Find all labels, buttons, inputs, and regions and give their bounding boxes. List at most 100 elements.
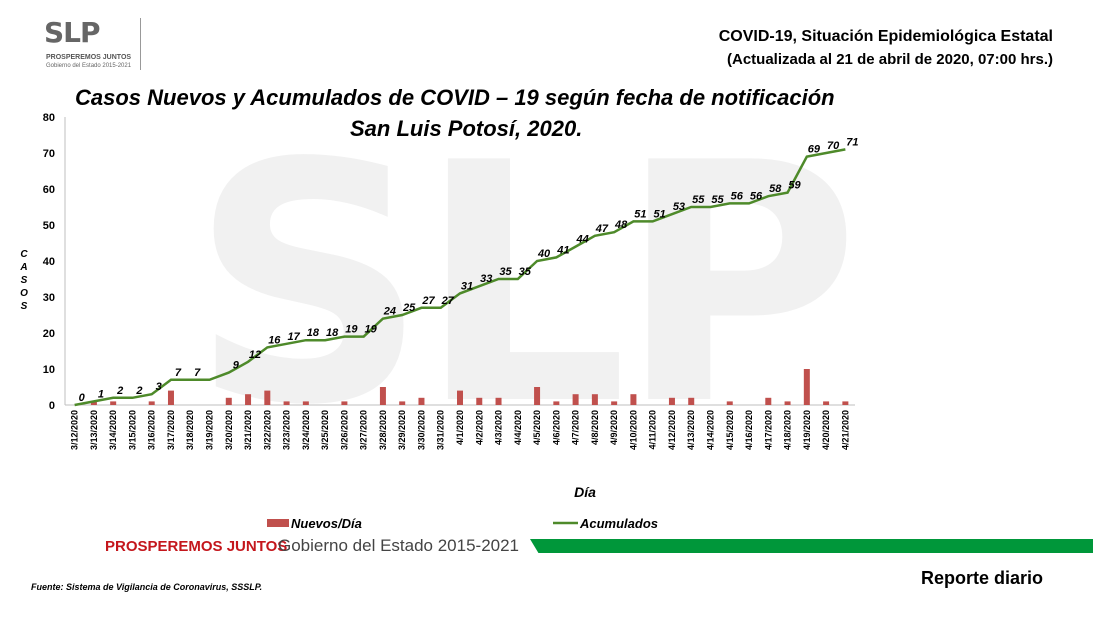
line-data-label: 33	[480, 273, 492, 285]
y-tick-label: 0	[49, 400, 55, 412]
bar-series	[90, 369, 849, 405]
line-data-label: 51	[654, 208, 666, 220]
chart-axes	[64, 117, 855, 406]
x-tick-label: 4/8/2020	[590, 410, 600, 445]
x-tick-label: 3/27/2020	[359, 410, 369, 450]
line-data-label: 59	[788, 180, 801, 192]
logo-subtitle: Gobierno del Estado 2015-2021	[46, 63, 132, 69]
bar-nuevos	[457, 390, 463, 405]
bar-nuevos	[784, 401, 791, 405]
footer-tagline: PROSPEREMOS JUNTOS	[105, 538, 288, 555]
x-tick-label: 4/15/2020	[725, 410, 735, 450]
y-tick-label: 40	[43, 256, 55, 268]
x-tick-label: 3/30/2020	[416, 410, 426, 450]
bar-nuevos	[283, 401, 290, 405]
chart-title-line1: Casos Nuevos y Acumulados de COVID – 19 …	[75, 85, 835, 110]
bar-nuevos	[148, 401, 155, 405]
y-tick-label: 70	[43, 148, 55, 160]
line-data-label: 71	[846, 136, 858, 148]
x-tick-label: 3/23/2020	[282, 410, 292, 450]
chart-title-line2: San Luis Potosí, 2020.	[350, 116, 583, 141]
footer-green-band	[530, 539, 1093, 553]
line-data-label: 9	[233, 360, 240, 372]
line-data-label: 35	[519, 266, 532, 278]
line-acumulados	[74, 148, 846, 407]
line-data-label: 12	[249, 349, 261, 361]
bar-nuevos	[668, 397, 675, 405]
line-data-label: 24	[383, 306, 396, 318]
bar-nuevos	[803, 369, 810, 405]
y-tick-label: 20	[43, 328, 55, 340]
line-data-label: 0	[79, 392, 86, 404]
x-tick-label: 4/18/2020	[783, 410, 793, 450]
line-data-label: 2	[116, 385, 123, 397]
bar-nuevos	[399, 401, 406, 405]
bar-nuevos	[572, 394, 579, 405]
x-tick-label: 4/19/2020	[802, 410, 812, 450]
line-data-label: 27	[441, 295, 455, 307]
line-data-label: 56	[750, 190, 763, 202]
x-tick-label: 4/5/2020	[532, 410, 542, 445]
x-tick-label: 3/15/2020	[127, 410, 137, 450]
x-tick-label: 3/28/2020	[378, 410, 388, 450]
line-series	[74, 148, 846, 407]
line-data-label: 19	[365, 324, 378, 336]
x-tick-label: 3/17/2020	[166, 410, 176, 450]
y-axis-label-letter: O	[20, 288, 28, 299]
x-tick-label: 3/29/2020	[397, 410, 407, 450]
line-data-label: 3	[156, 381, 162, 393]
watermark-slp: SLP	[190, 93, 860, 477]
bar-nuevos	[302, 401, 309, 405]
bar-nuevos	[379, 387, 386, 405]
legend-label-nuevos: Nuevos/Día	[291, 516, 362, 531]
source-note: Fuente: Sistema de Vigilancia de Coronav…	[31, 582, 263, 592]
x-tick-label: 4/2/2020	[474, 410, 484, 445]
line-data-label: 41	[556, 244, 569, 256]
x-tick-label: 3/31/2020	[436, 410, 446, 450]
line-data-label: 7	[194, 367, 201, 379]
x-tick-label: 4/21/2020	[840, 410, 850, 450]
line-data-label: 53	[673, 201, 685, 213]
x-tick-label: 4/9/2020	[609, 410, 619, 445]
line-data-label: 1	[98, 388, 104, 400]
x-tick-label: 3/12/2020	[70, 410, 80, 450]
y-axis-label-letter: S	[21, 275, 28, 286]
x-tick-label: 4/3/2020	[494, 410, 504, 445]
line-data-label: 44	[575, 234, 588, 246]
x-tick-label: 3/19/2020	[205, 410, 215, 450]
bar-nuevos	[630, 394, 637, 405]
bar-nuevos	[726, 401, 733, 405]
line-data-label: 56	[731, 190, 744, 202]
x-tick-label: 3/14/2020	[108, 410, 118, 450]
y-tick-label: 60	[43, 184, 55, 196]
logo-tagline: PROSPEREMOS JUNTOS	[46, 54, 132, 61]
x-tick-label: 3/21/2020	[243, 410, 253, 450]
y-tick-label: 80	[43, 112, 55, 124]
line-data-label: 70	[827, 140, 840, 152]
x-axis-ticks: 3/12/2020 3/13/2020 3/14/2020 3/15/2020 3/16…	[70, 410, 851, 450]
x-tick-label: 4/14/2020	[705, 410, 715, 450]
x-tick-label: 3/25/2020	[320, 410, 330, 450]
x-tick-label: 4/20/2020	[821, 410, 831, 450]
x-tick-label: 3/13/2020	[89, 410, 99, 450]
y-tick-label: 30	[43, 292, 55, 304]
line-data-label: 31	[461, 280, 473, 292]
x-tick-label: 4/11/2020	[648, 410, 658, 450]
bar-nuevos	[823, 401, 830, 405]
line-data-label: 51	[634, 208, 646, 220]
header-title: COVID-19, Situación Epidemiológica Estat…	[718, 28, 1053, 45]
x-tick-label: 4/4/2020	[513, 410, 523, 445]
x-tick-label: 4/10/2020	[628, 410, 638, 450]
x-tick-label: 4/13/2020	[686, 410, 696, 450]
line-data-label: 58	[769, 183, 782, 195]
line-data-label: 35	[499, 266, 512, 278]
x-tick-label: 4/1/2020	[455, 410, 465, 445]
bar-nuevos	[110, 401, 117, 405]
y-tick-label: 10	[43, 364, 55, 376]
line-data-label: 18	[307, 327, 320, 339]
logo-mark: SLP	[44, 16, 101, 49]
bar-nuevos	[765, 397, 772, 405]
line-data-label: 17	[287, 331, 300, 343]
